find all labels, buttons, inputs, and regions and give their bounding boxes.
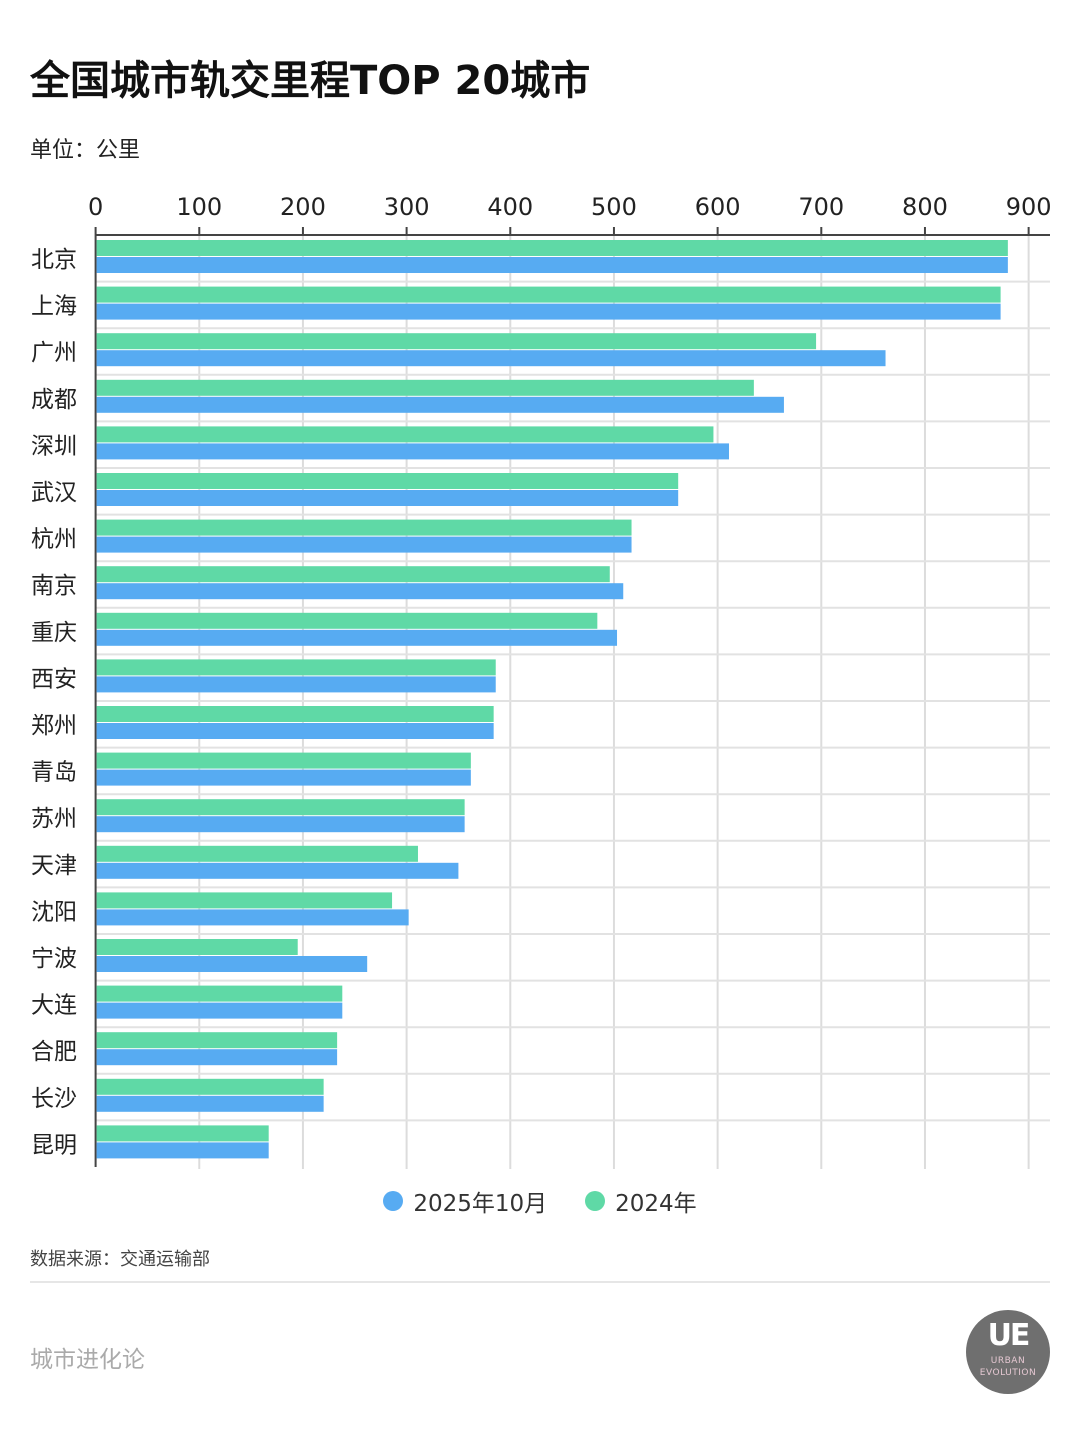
- bar-2025-重庆: [96, 629, 618, 646]
- x-tick-label: 600: [695, 193, 741, 221]
- bar-2024-重庆: [96, 612, 598, 629]
- category-label: 重庆: [31, 620, 77, 646]
- bar-2024-青岛: [96, 752, 471, 769]
- logo-sub1: URBAN: [990, 1356, 1026, 1366]
- bar-2024-北京: [96, 240, 1008, 256]
- brand-logo: UE URBAN EVOLUTION: [966, 1310, 1050, 1394]
- x-tick-label: 100: [176, 193, 222, 221]
- x-tick-label: 400: [487, 193, 533, 221]
- category-label: 郑州: [31, 713, 77, 739]
- bar-2024-苏州: [96, 799, 465, 816]
- bar-2025-天津: [96, 862, 459, 879]
- category-label: 广州: [31, 340, 77, 366]
- bar-2025-北京: [96, 257, 1008, 273]
- legend-item-2024[interactable]: 2024年: [585, 1184, 697, 1218]
- bar-2024-西安: [96, 659, 496, 676]
- bar-2025-长沙: [96, 1095, 324, 1112]
- brand-name: 城市进化论: [30, 1347, 145, 1373]
- bar-2025-宁波: [96, 956, 368, 972]
- category-label: 南京: [31, 573, 77, 599]
- legend-dot-2025: [383, 1191, 404, 1211]
- bar-2024-合肥: [96, 1032, 338, 1049]
- category-label: 深圳: [31, 433, 77, 459]
- x-tick-label: 800: [902, 193, 948, 221]
- bar-2025-大连: [96, 1002, 343, 1019]
- bar-2025-西安: [96, 676, 496, 693]
- bar-2025-昆明: [96, 1142, 269, 1159]
- legend-label-2024: 2024年: [615, 1191, 697, 1217]
- bar-2025-深圳: [96, 443, 729, 460]
- bar-2024-成都: [96, 379, 754, 396]
- category-label: 宁波: [31, 946, 77, 972]
- bar-2024-沈阳: [96, 892, 393, 909]
- category-label: 成都: [31, 387, 77, 413]
- bar-2024-广州: [96, 333, 817, 350]
- unit-label: 单位：公里: [30, 138, 141, 163]
- x-tick-label: 300: [384, 193, 430, 221]
- bar-2025-南京: [96, 583, 624, 600]
- bar-2024-武汉: [96, 473, 679, 489]
- bar-2025-合肥: [96, 1049, 338, 1066]
- bar-2025-上海: [96, 303, 1001, 320]
- bar-2025-青岛: [96, 769, 471, 786]
- x-tick-label: 500: [591, 193, 637, 221]
- category-label: 北京: [31, 247, 77, 273]
- category-label: 青岛: [31, 760, 77, 786]
- category-label: 上海: [31, 294, 77, 320]
- bar-2024-郑州: [96, 706, 494, 722]
- bar-2024-大连: [96, 985, 343, 1002]
- category-label: 大连: [31, 993, 77, 1019]
- chart-title: 全国城市轨交里程TOP 20城市: [30, 58, 591, 104]
- x-tick-label: 0: [88, 193, 103, 221]
- bar-2024-上海: [96, 286, 1001, 303]
- bar-2024-昆明: [96, 1125, 269, 1142]
- category-label: 西安: [31, 666, 77, 692]
- category-label: 天津: [31, 853, 77, 879]
- logo-letters: UE: [987, 1318, 1031, 1353]
- bar-chart: 0 100 200 300 400 500 600 700 800 900 北京上海广州成都深圳武汉…: [31, 193, 1052, 1169]
- category-label: 杭州: [31, 527, 77, 553]
- bar-2024-杭州: [96, 519, 632, 536]
- category-label: 苏州: [31, 806, 77, 832]
- category-label: 长沙: [31, 1086, 77, 1112]
- bar-2025-杭州: [96, 536, 632, 553]
- bar-2025-郑州: [96, 723, 494, 739]
- data-source: 数据来源：交通运输部: [30, 1249, 210, 1270]
- x-tick-label: 200: [280, 193, 326, 221]
- bar-2025-成都: [96, 396, 784, 413]
- category-label: 昆明: [31, 1132, 77, 1158]
- category-label: 沈阳: [31, 899, 77, 925]
- x-tick-label: 700: [798, 193, 844, 221]
- logo-sub2: EVOLUTION: [979, 1368, 1037, 1378]
- bar-2025-广州: [96, 350, 886, 367]
- bar-2024-宁波: [96, 939, 298, 955]
- divider: [30, 1281, 1050, 1283]
- bar-2025-苏州: [96, 816, 465, 833]
- legend-item-2025[interactable]: 2025年10月: [383, 1184, 547, 1218]
- bar-2024-天津: [96, 845, 418, 862]
- bar-2025-武汉: [96, 490, 679, 506]
- bar-2024-深圳: [96, 426, 714, 443]
- legend: 2025年10月 2024年: [0, 1184, 1080, 1218]
- x-tick-label: 900: [1006, 193, 1052, 221]
- category-label: 武汉: [31, 480, 77, 506]
- legend-label-2025: 2025年10月: [413, 1191, 548, 1217]
- bar-2024-南京: [96, 566, 610, 583]
- category-label: 合肥: [31, 1039, 77, 1065]
- bar-2025-沈阳: [96, 909, 409, 926]
- bar-2024-长沙: [96, 1078, 324, 1095]
- legend-dot-2024: [585, 1191, 606, 1211]
